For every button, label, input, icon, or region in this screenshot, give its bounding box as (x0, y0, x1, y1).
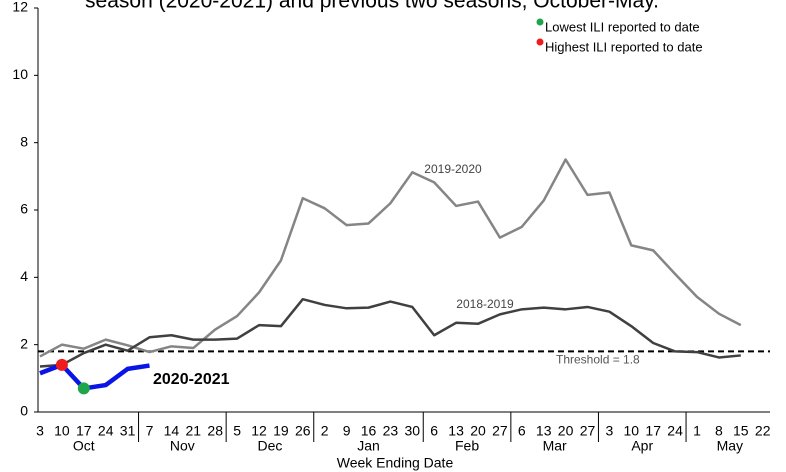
x-tick-label: 16 (361, 423, 377, 439)
x-tick-label: 3 (606, 423, 614, 439)
series-label: 2019-2020 (424, 162, 482, 176)
highest-marker (55, 358, 68, 371)
y-tick-label: 0 (20, 403, 28, 419)
x-tick-label: 30 (405, 423, 421, 439)
x-tick-label: 17 (645, 423, 661, 439)
x-tick-label: 22 (755, 423, 771, 439)
legend-label: Lowest ILI reported to date (545, 19, 700, 34)
month-label: Mar (543, 438, 567, 454)
series-label: 2018-2019 (456, 297, 514, 311)
x-tick-label: 20 (558, 423, 574, 439)
y-tick-label: 2 (20, 335, 28, 351)
legend-dot (536, 38, 544, 46)
x-tick-label: 13 (448, 423, 464, 439)
x-tick-label: 5 (233, 423, 241, 439)
x-tick-label: 19 (273, 423, 289, 439)
x-tick-label: 9 (343, 423, 351, 439)
x-tick-label: 2 (321, 423, 329, 439)
x-tick-label: 12 (251, 423, 267, 439)
month-label: Dec (257, 438, 282, 454)
y-tick-label: 4 (20, 268, 28, 284)
chart-title: season (2020-2021) and previous two seas… (85, 0, 659, 13)
x-tick-label: 15 (733, 423, 749, 439)
threshold-label: Threshold = 1.8 (556, 353, 640, 367)
x-tick-label: 26 (295, 423, 311, 439)
x-tick-label: 10 (624, 423, 640, 439)
month-label: Apr (631, 438, 653, 454)
legend-dot (536, 18, 544, 26)
series-label: 2020-2021 (153, 371, 230, 388)
x-tick-label: 20 (470, 423, 486, 439)
x-tick-label: 17 (76, 423, 92, 439)
month-label: Nov (170, 438, 195, 454)
x-tick-label: 27 (580, 423, 596, 439)
x-tick-label: 14 (164, 423, 180, 439)
x-tick-label: 24 (98, 423, 114, 439)
month-label: Feb (455, 438, 479, 454)
legend-label: Highest ILI reported to date (545, 39, 703, 54)
x-tick-label: 6 (518, 423, 526, 439)
x-tick-label: 13 (536, 423, 552, 439)
month-label: Jan (357, 438, 380, 454)
series-line (39, 158, 742, 358)
x-tick-label: 23 (383, 423, 399, 439)
lowest-marker (77, 382, 90, 395)
y-tick-label: 12 (12, 0, 28, 15)
x-tick-label: 27 (492, 423, 508, 439)
x-tick-label: 31 (120, 423, 136, 439)
x-tick-label: 8 (715, 423, 723, 439)
x-tick-label: 7 (146, 423, 154, 439)
y-tick-label: 10 (12, 66, 28, 82)
x-tick-label: 28 (207, 423, 223, 439)
x-tick-label: 1 (693, 423, 701, 439)
x-tick-label: 21 (186, 423, 202, 439)
x-tick-label: 10 (54, 423, 70, 439)
x-tick-label: 6 (430, 423, 438, 439)
x-tick-label: 24 (667, 423, 683, 439)
series-line (39, 362, 150, 391)
series-line (39, 297, 741, 368)
month-label: May (717, 438, 743, 454)
x-tick-label: 3 (36, 423, 44, 439)
y-tick-label: 8 (20, 133, 28, 149)
y-tick-label: 6 (20, 201, 28, 217)
x-axis-label: Week Ending Date (337, 455, 454, 471)
month-label: Oct (73, 438, 95, 454)
